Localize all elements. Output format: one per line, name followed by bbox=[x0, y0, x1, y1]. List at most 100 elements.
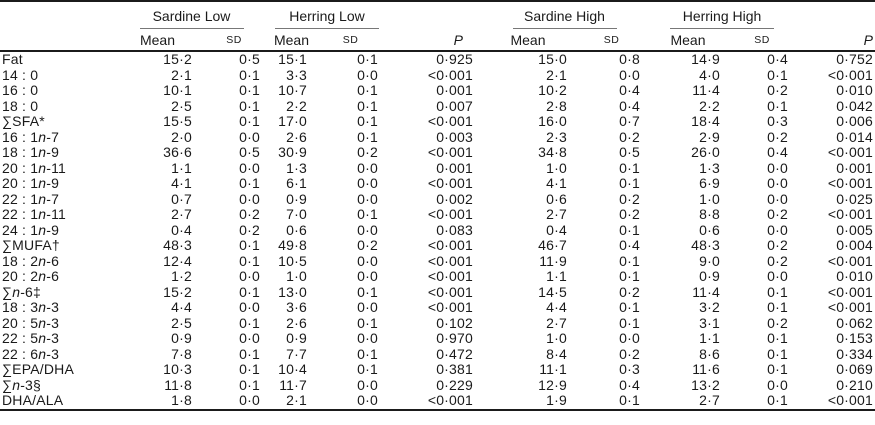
cell-sardine-low-sd: 0·1 bbox=[239, 82, 260, 98]
cell-sardine-high-mean: 1·1 bbox=[546, 268, 567, 284]
table-row: 20 : 1n-9 4·1 0·1 6·1 0·0 <0·001 4·1 0·1 6·9 0·0 <… bbox=[0, 175, 875, 192]
cell-p-high: 0·005 bbox=[836, 221, 873, 238]
cell-herring-low-sd: 0·1 bbox=[357, 82, 378, 98]
cell-herring-high-sd: 0·1 bbox=[728, 392, 796, 411]
cell-herring-low-sd: 0·0 bbox=[357, 268, 378, 284]
cell-sardine-low-sd: 0·1 bbox=[239, 66, 260, 83]
cell-herring-high-sd: 0·1 bbox=[767, 97, 788, 114]
cell-herring-low-sd: 0·0 bbox=[357, 175, 378, 191]
cell-herring-low-sd: 0·0 bbox=[357, 299, 378, 315]
cell-p-low: <0·001 bbox=[427, 144, 473, 160]
cell-herring-high-mean: 11·4 bbox=[692, 283, 720, 300]
cell-sardine-low-sd: 0·1 bbox=[239, 237, 260, 253]
cell-herring-high-mean: 2·7 bbox=[648, 392, 728, 411]
sd-header-herring-low: SD bbox=[342, 33, 359, 46]
mean-header-sardine-high: Mean bbox=[510, 31, 546, 48]
cell-sardine-high-mean: 34·8 bbox=[538, 144, 567, 160]
cell-p-low: <0·001 bbox=[427, 237, 473, 253]
cell-sardine-high-sd: 0·4 bbox=[619, 237, 640, 253]
sd-header-sardine-high: SD bbox=[603, 33, 620, 46]
cell-herring-low-mean: 3·3 bbox=[286, 66, 307, 83]
row-label: 22 : 1n-7 bbox=[2, 190, 60, 207]
cell-sardine-low-sd: 0·1 bbox=[239, 283, 260, 300]
row-label: 22 : 6n-3 bbox=[2, 345, 60, 362]
cell-p-high: <0·001 bbox=[827, 206, 873, 222]
cell-herring-low-mean: 7·7 bbox=[286, 345, 307, 362]
cell-herring-high-sd: 0·2 bbox=[767, 128, 788, 145]
cell-p-high: 0·014 bbox=[836, 128, 873, 145]
table-body: Fat 15·2 0·5 15·1 0·1 0·925 15·0 0·8 14·9 0·4 0·75… bbox=[0, 51, 875, 411]
cell-sardine-high-mean: 2·7 bbox=[546, 314, 567, 331]
cell-sardine-low-mean: 2·0 bbox=[171, 128, 192, 145]
row-label: 14 : 0 bbox=[2, 66, 39, 83]
group-header-herring-low: Herring Low bbox=[275, 8, 379, 29]
cell-herring-high-sd: 0·3 bbox=[767, 113, 788, 129]
cell-sardine-high-sd: 0·1 bbox=[619, 268, 640, 284]
cell-p-high: <0·001 bbox=[827, 175, 873, 191]
cell-sardine-high-mean: 10·2 bbox=[538, 82, 567, 98]
row-label: ∑SFA* bbox=[2, 113, 45, 129]
cell-sardine-high-mean: 8·4 bbox=[546, 345, 567, 362]
cell-sardine-high-sd: 0·8 bbox=[619, 51, 640, 67]
table-row: 24 : 1n-9 0·4 0·2 0·6 0·0 0·083 0·4 0·1 0·6 0·0 0·… bbox=[0, 221, 875, 239]
cell-sardine-low-mean: 4·1 bbox=[171, 175, 192, 191]
cell-sardine-high-mean: 2·1 bbox=[546, 66, 567, 83]
cell-herring-high-sd: 0·1 bbox=[767, 361, 788, 377]
cell-herring-low-sd: 0·0 bbox=[357, 190, 378, 207]
row-label: Fat bbox=[2, 51, 23, 67]
cell-sardine-high-sd: 0·1 bbox=[619, 159, 640, 176]
table-row: 22 : 1n-11 2·7 0·2 7·0 0·1 <0·001 2·7 0·2 8·8 0·2… bbox=[0, 206, 875, 223]
cell-sardine-low-mean: 11·8 bbox=[164, 376, 192, 393]
cell-p-low: 0·002 bbox=[436, 190, 473, 207]
cell-herring-high-sd: 0·2 bbox=[767, 206, 788, 222]
cell-p-low: <0·001 bbox=[427, 299, 473, 315]
cell-sardine-high-sd: 0·1 bbox=[619, 221, 640, 238]
cell-herring-high-sd: 0·0 bbox=[767, 175, 788, 191]
cell-herring-low-sd: 0·1 bbox=[357, 113, 378, 129]
table-row: 18 : 3n-3 4·4 0·0 3·6 0·0 <0·001 4·4 0·1 3·2 0·1 <… bbox=[0, 299, 875, 316]
table-row: 18 : 1n-9 36·6 0·5 30·9 0·2 <0·001 34·8 0·5 26·0… bbox=[0, 144, 875, 161]
cell-sardine-high-mean: 2·8 bbox=[546, 97, 567, 114]
cell-p-low: <0·001 bbox=[386, 392, 481, 411]
cell-sardine-high-sd: 0·4 bbox=[619, 376, 640, 393]
cell-sardine-low-mean: 2·7 bbox=[171, 206, 192, 222]
cell-herring-low-mean: 2·1 bbox=[268, 392, 315, 411]
table-row: 18 : 0 2·5 0·1 2·2 0·1 0·007 2·8 0·4 2·2 0·1 0·042 bbox=[0, 97, 875, 115]
cell-sardine-high-mean: 2·3 bbox=[546, 128, 567, 145]
table-row: Fat 15·2 0·5 15·1 0·1 0·925 15·0 0·8 14·9 0·4 0·75… bbox=[0, 51, 875, 68]
cell-p-high: 0·153 bbox=[836, 330, 873, 346]
cell-sardine-high-sd: 0·7 bbox=[619, 113, 640, 129]
cell-sardine-high-sd: 0·2 bbox=[619, 128, 640, 145]
cell-p-high: 0·006 bbox=[836, 113, 873, 129]
cell-herring-high-mean: 4·0 bbox=[699, 66, 720, 83]
cell-herring-low-mean: 15·1 bbox=[278, 51, 307, 67]
cell-p-high: <0·001 bbox=[827, 252, 873, 269]
cell-herring-low-sd: 0·0 bbox=[357, 376, 378, 393]
cell-p-high: 0·025 bbox=[836, 190, 873, 207]
cell-herring-low-mean: 10·7 bbox=[278, 82, 307, 98]
table-row: ∑EPA/DHA 10·3 0·1 10·4 0·1 0·381 11·1 0·3 11·6 0·… bbox=[0, 361, 875, 378]
cell-sardine-low-sd: 0·0 bbox=[239, 159, 260, 176]
row-label: 16 : 1n-7 bbox=[2, 128, 60, 145]
corner-cell bbox=[0, 29, 115, 51]
cell-herring-high-mean: 2·9 bbox=[699, 128, 720, 145]
row-label: 16 : 0 bbox=[2, 82, 39, 98]
cell-herring-low-sd: 0·1 bbox=[357, 283, 378, 300]
cell-p-high: 0·752 bbox=[836, 51, 873, 67]
cell-p-low: 0·472 bbox=[436, 345, 473, 362]
cell-sardine-low-sd: 0·1 bbox=[239, 175, 260, 191]
cell-herring-high-sd: 0·0 bbox=[767, 221, 788, 238]
cell-sardine-high-mean: 15·0 bbox=[538, 51, 567, 67]
cell-sardine-high-sd: 0·1 bbox=[575, 392, 648, 411]
cell-herring-high-sd: 0·2 bbox=[767, 82, 788, 98]
cell-herring-low-sd: 0·0 bbox=[357, 221, 378, 238]
row-label: 24 : 1n-9 bbox=[2, 221, 60, 238]
row-label: 20 : 1n-9 bbox=[2, 175, 60, 191]
cell-herring-high-sd: 0·4 bbox=[767, 51, 788, 67]
cell-sardine-low-mean: 1·8 bbox=[115, 392, 200, 411]
cell-sardine-high-mean: 1·0 bbox=[546, 159, 567, 176]
cell-sardine-high-mean: 2·7 bbox=[546, 206, 567, 222]
cell-p-low: 0·001 bbox=[436, 82, 473, 98]
cell-herring-high-mean: 0·6 bbox=[699, 221, 720, 238]
